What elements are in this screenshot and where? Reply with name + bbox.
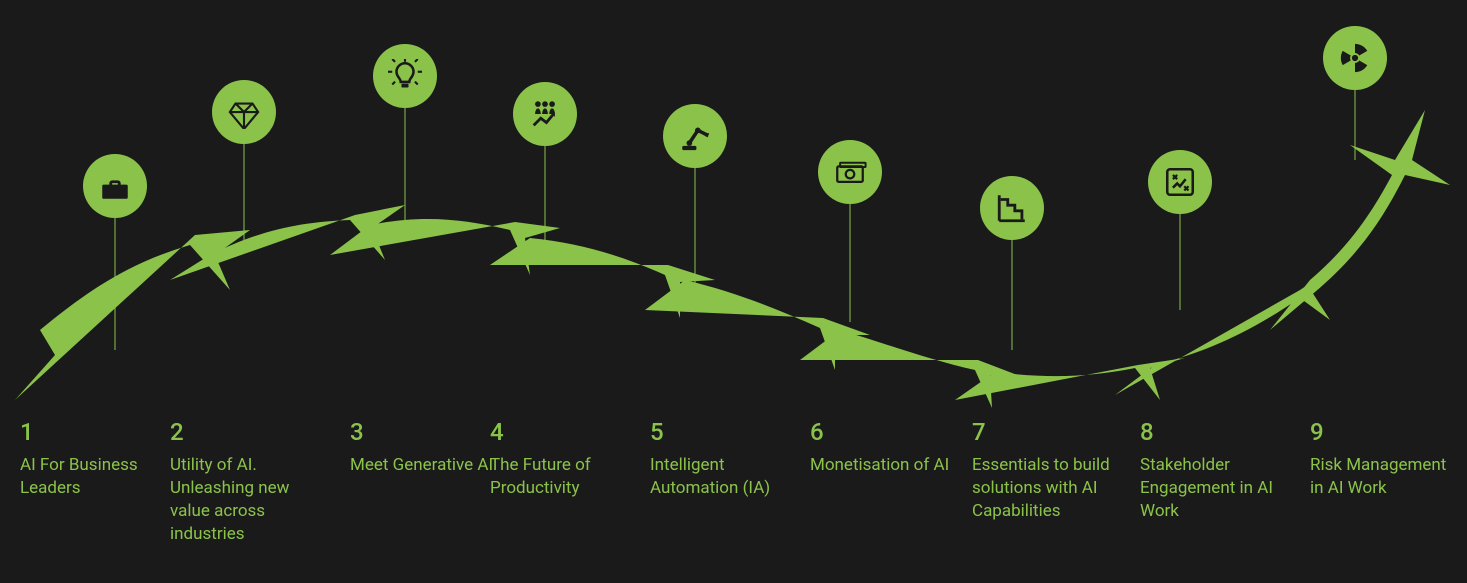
radiation-icon bbox=[1323, 26, 1387, 90]
step-3: 3 Meet Generative AI bbox=[350, 418, 500, 477]
step-number: 2 bbox=[170, 418, 320, 446]
diamond-icon bbox=[212, 80, 276, 144]
step-title: Intelligent Automation (IA) bbox=[650, 454, 800, 500]
step-6: 6 Monetisation of AI bbox=[810, 418, 960, 477]
step-number: 3 bbox=[350, 418, 500, 446]
connector-7 bbox=[1012, 240, 1013, 350]
step-number: 7 bbox=[972, 418, 1122, 446]
step-title: AI For Business Leaders bbox=[20, 454, 170, 500]
robot-arm-icon bbox=[663, 104, 727, 168]
connector-2 bbox=[244, 144, 245, 252]
step-number: 9 bbox=[1310, 418, 1460, 446]
connector-9 bbox=[1355, 90, 1356, 160]
step-1: 1 AI For Business Leaders bbox=[20, 418, 170, 500]
step-number: 1 bbox=[20, 418, 170, 446]
briefcase-icon bbox=[83, 154, 147, 218]
step-number: 8 bbox=[1140, 418, 1290, 446]
infographic-container: 1 AI For Business Leaders2 Utility of AI. … bbox=[0, 0, 1467, 583]
connector-6 bbox=[850, 204, 851, 322]
step-number: 4 bbox=[490, 418, 640, 446]
step-9: 9 Risk Management in AI Work bbox=[1310, 418, 1460, 500]
step-5: 5 Intelligent Automation (IA) bbox=[650, 418, 800, 500]
step-7: 7 Essentials to build solutions with AI C… bbox=[972, 418, 1122, 523]
lightbulb-icon bbox=[373, 44, 437, 108]
money-icon bbox=[818, 140, 882, 204]
step-8: 8 Stakeholder Engagement in AI Work bbox=[1140, 418, 1290, 523]
step-title: Meet Generative AI bbox=[350, 454, 500, 477]
step-title: The Future of Productivity bbox=[490, 454, 640, 500]
growth-icon bbox=[513, 82, 577, 146]
step-number: 5 bbox=[650, 418, 800, 446]
connector-5 bbox=[695, 168, 696, 286]
connector-4 bbox=[545, 146, 546, 252]
strategy-icon bbox=[1148, 150, 1212, 214]
connector-1 bbox=[115, 218, 116, 350]
step-4: 4 The Future of Productivity bbox=[490, 418, 640, 500]
connector-3 bbox=[405, 108, 406, 226]
arrow-segment-6 bbox=[800, 330, 1025, 408]
step-title: Essentials to build solutions with AI Ca… bbox=[972, 454, 1122, 523]
arrow-segment-9 bbox=[1270, 110, 1450, 330]
step-title: Monetisation of AI bbox=[810, 454, 960, 477]
step-2: 2 Utility of AI. Unleashing new value acr… bbox=[170, 418, 320, 546]
connector-8 bbox=[1180, 214, 1181, 310]
step-title: Utility of AI. Unleashing new value acro… bbox=[170, 454, 320, 546]
step-title: Risk Management in AI Work bbox=[1310, 454, 1460, 500]
step-title: Stakeholder Engagement in AI Work bbox=[1140, 454, 1290, 523]
step-number: 6 bbox=[810, 418, 960, 446]
steps-icon bbox=[980, 176, 1044, 240]
